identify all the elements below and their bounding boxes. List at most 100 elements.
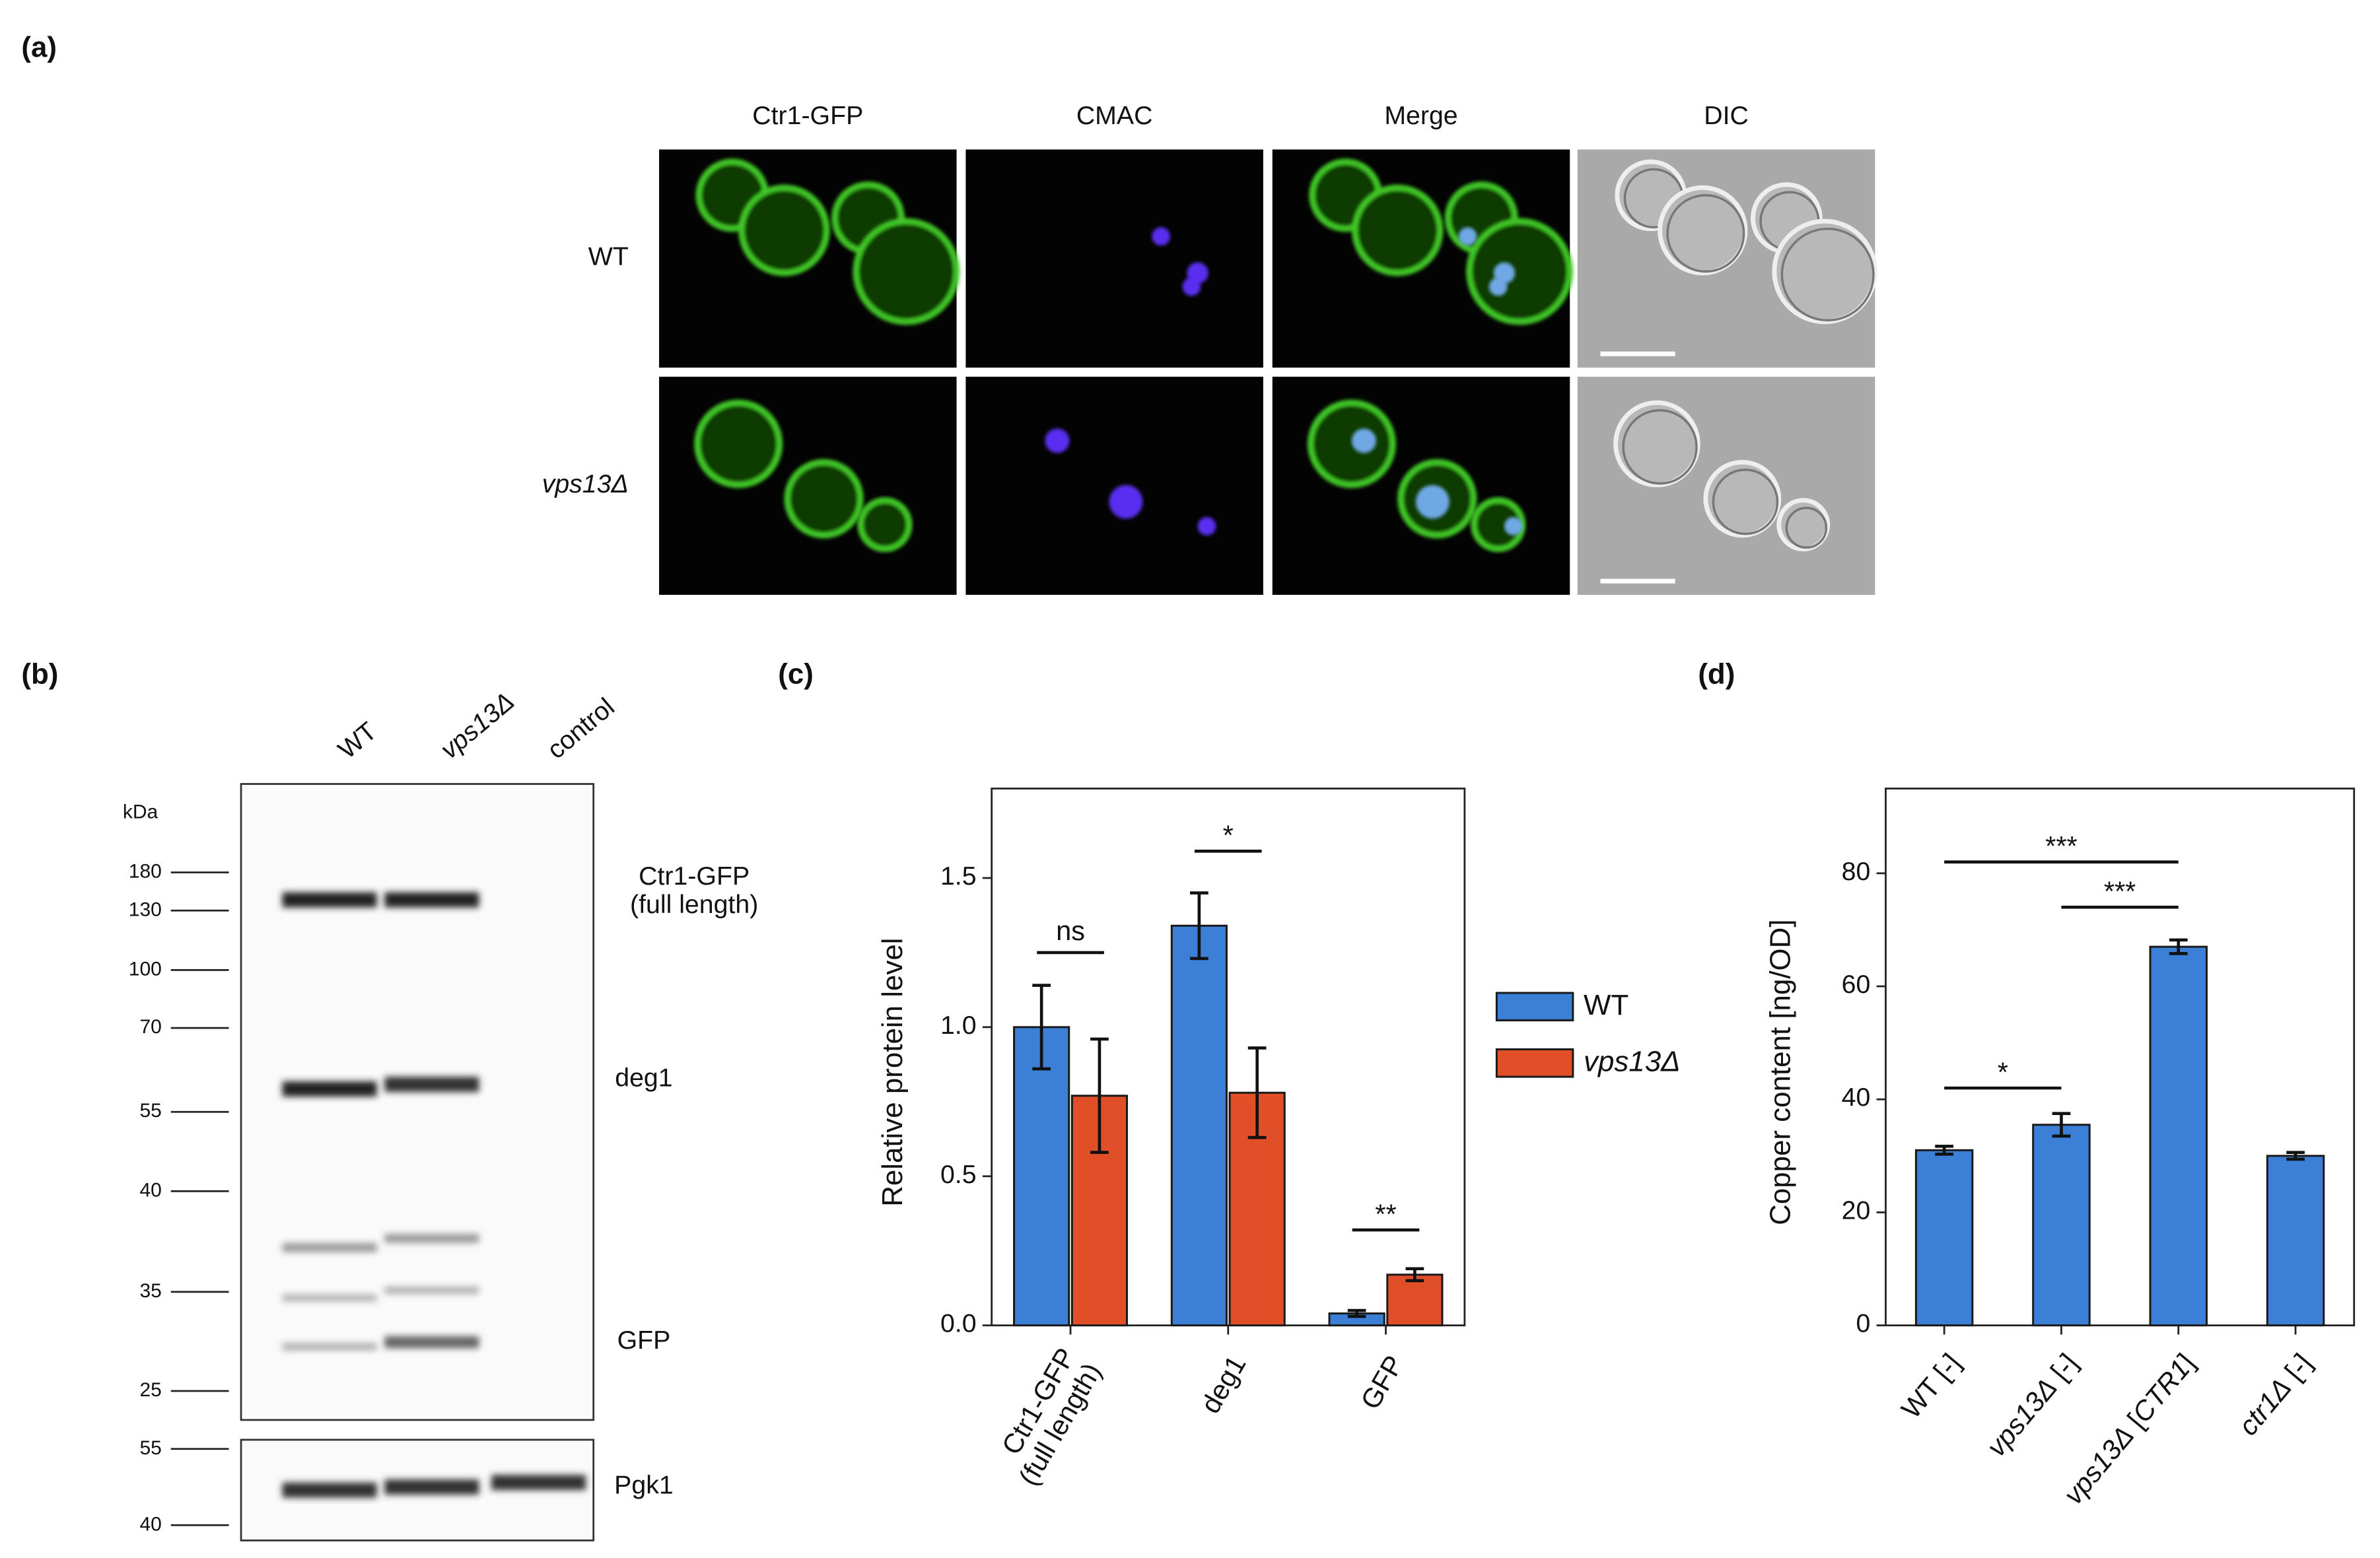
cell-shadow [1666,194,1745,273]
x-tick-label: GFP [1354,1350,1409,1415]
band [384,1234,479,1243]
legend-swatch [1495,992,1574,1022]
marker-label: 70 [139,1016,161,1038]
cell [1703,459,1782,538]
vacuole [1109,485,1143,519]
vacuole [1458,227,1477,246]
cell-shadow [1712,468,1779,535]
marker-label: 40 [139,1513,161,1535]
unit-label: kDa [123,801,158,823]
plot-frame [1885,788,2356,1327]
band [384,892,479,908]
x-tick-label: ctr1Δ [-] [2232,1347,2318,1441]
column-label: Merge [1384,101,1457,130]
vacuole [1351,428,1376,454]
bar [1170,924,1228,1327]
y-tick-label: 0.0 [940,1309,977,1338]
cell-shadow [1780,227,1875,322]
lane-label: control [542,693,620,764]
vacuole [1415,485,1450,519]
vacuole [1488,277,1508,296]
band-label: Pgk1 [614,1471,674,1500]
band [282,1294,377,1302]
bar [2032,1124,2091,1327]
marker-label: 100 [129,958,162,980]
error-bar [2286,1151,2305,1161]
band [282,1242,377,1252]
cell [1471,497,1526,553]
error-bar [1405,1267,1424,1283]
error-bar [1247,1046,1267,1139]
y-tick-label: 1.5 [940,862,977,891]
band [384,1479,479,1495]
significance-label: ** [1375,1198,1396,1229]
marker-label: 35 [139,1280,161,1302]
cell [1351,184,1444,277]
band-label: deg1 [615,1064,672,1093]
error-bar [1090,1037,1109,1154]
bar [1386,1273,1444,1327]
row-label: WT [588,242,629,271]
marker-label: 55 [139,1437,161,1459]
lane-label: WT [333,717,382,765]
band [282,892,377,908]
micrograph [965,376,1263,595]
cell [738,184,830,277]
error-bar [2169,938,2188,955]
y-tick-label: 40 [1842,1083,1871,1112]
blot-frame [240,783,595,1421]
legend-label: WT [1584,988,1628,1021]
y-axis-label: Relative protein level [876,938,908,1207]
marker-label: 40 [139,1179,161,1201]
error-bar [1032,984,1051,1071]
cell [694,399,783,489]
x-tick-label: deg1 [1195,1350,1252,1419]
significance-label: *** [2104,875,2136,906]
cell [853,218,960,325]
y-axis-label: Copper content [ng/OD] [1764,919,1796,1225]
cell [1658,185,1748,276]
band-label: GFP [617,1326,671,1355]
cell [1772,219,1877,324]
band [384,1077,479,1093]
significance-label: *** [2045,830,2078,862]
cell [784,459,864,539]
lane-label: vps13Δ [435,687,520,764]
vacuole [1152,227,1170,246]
band [384,1336,479,1349]
bar [1914,1149,1974,1327]
error-bar [2052,1112,2071,1138]
band [282,1482,377,1498]
vacuole [1182,277,1201,296]
error-bar [1189,891,1208,961]
band [491,1475,586,1491]
bar [1013,1026,1070,1327]
panel-label: (c) [778,658,814,690]
panel-label: (d) [1698,658,1735,690]
legend-swatch [1495,1048,1574,1078]
x-tick-label: vps13Δ [-] [1980,1347,2083,1462]
y-tick-label: 0.5 [940,1160,977,1189]
y-tick-label: 1.0 [940,1011,977,1040]
y-tick-label: 80 [1842,857,1871,886]
error-bar [1347,1308,1366,1318]
column-label: CMAC [1076,101,1153,130]
marker-label: 25 [139,1379,161,1401]
y-tick-label: 20 [1842,1196,1871,1225]
legend-label: vps13Δ [1584,1045,1681,1077]
cell [1466,218,1573,325]
panel-label: (a) [21,31,57,63]
cell [1613,400,1700,488]
vacuole [1197,517,1216,535]
cell [857,497,913,553]
cell [1776,498,1831,552]
column-label: Ctr1-GFP [752,101,863,130]
marker-label: 55 [139,1100,161,1122]
band [384,1286,479,1295]
marker-label: 180 [129,860,162,882]
panel-label: (b) [21,658,58,690]
column-label: DIC [1704,101,1749,130]
significance-label: * [1223,820,1234,851]
cell-shadow [1622,409,1698,485]
